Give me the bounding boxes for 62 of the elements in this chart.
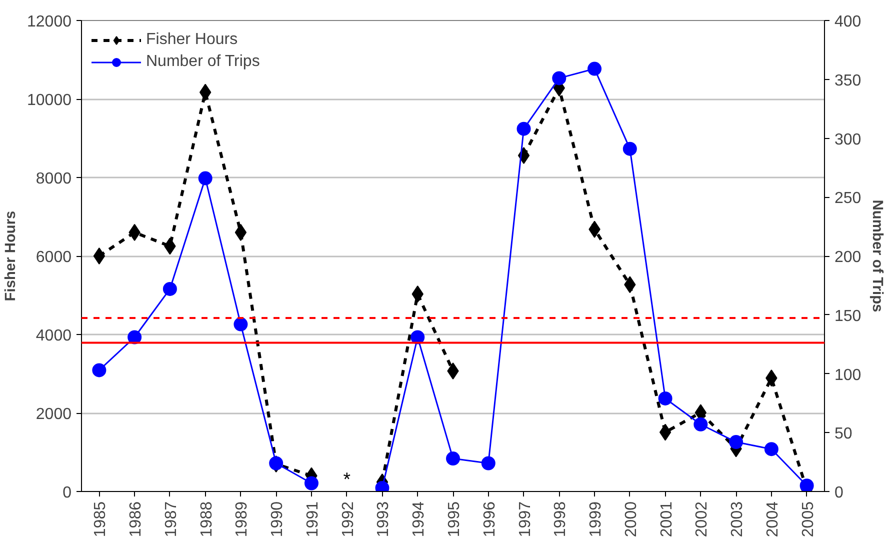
y2-tick-label: 400 [834,14,862,30]
x-tick-label: 1999 [588,501,605,538]
y2-tick-label: 150 [834,308,862,325]
point [269,456,284,470]
point [162,282,177,296]
y-tick-label: 12000 [27,14,72,30]
y2-tick-label: 350 [834,72,862,90]
point [694,417,708,432]
y2-tick-label: 100 [834,366,862,384]
point [622,142,637,156]
y2-tick-label: 50 [834,426,852,443]
y-tick-label: 6000 [36,249,72,266]
x-tick-label: 2001 [658,501,676,538]
x-tick-label: 1994 [410,501,428,538]
y2-tick-label: 200 [834,249,862,266]
x-tick-label: 2003 [729,501,746,538]
y2-axis-title: Number of Trips [869,200,886,312]
x-tick-label: 1988 [198,501,216,538]
point [729,435,744,450]
point [234,317,248,332]
point [92,363,106,378]
point [800,478,814,492]
point [446,452,460,466]
point [552,71,566,86]
x-tick-label: 1998 [552,501,570,538]
x-tick-label: 1985 [92,501,110,538]
y-tick-label: 4000 [36,328,72,344]
point [659,424,672,441]
annotation: * [343,468,350,490]
point [588,62,602,76]
x-tick-label: 2005 [800,501,817,538]
x-tick-label: 2002 [694,501,711,538]
y2-tick-label: 250 [834,190,862,208]
x-tick-label: 1990 [269,501,286,538]
x-tick-label: 1995 [446,501,463,538]
y-tick-label: 2000 [36,406,72,423]
x-tick-label: 1993 [375,501,392,538]
point [658,391,672,406]
x-tick-label: 2000 [622,501,640,538]
point [481,456,496,470]
x-tick-label: 1986 [128,501,145,538]
x-tick-label: 1987 [162,501,180,538]
x-tick-label: 1989 [234,501,251,538]
x-tick-label: 2004 [764,501,782,538]
y-tick-label: 10000 [27,92,72,109]
y-tick-label: 0 [62,484,72,502]
x-tick-label: 1997 [516,501,534,538]
point [234,224,247,241]
y-axis-title: Fisher Hours [3,210,20,302]
y-tick-label: 8000 [36,170,72,188]
legend-label: Number of Trips [146,53,260,71]
x-tick-label: 1996 [481,501,498,538]
y2-tick-label: 300 [834,131,862,148]
legend-label: Fisher Hours [146,31,238,49]
point [198,171,212,186]
y2-tick-label: 0 [834,484,844,502]
point [764,442,778,456]
point [516,122,531,136]
x-tick-label: 1991 [304,501,322,538]
point [304,476,318,490]
x-tick-label: 1992 [340,501,357,538]
point [93,248,106,264]
